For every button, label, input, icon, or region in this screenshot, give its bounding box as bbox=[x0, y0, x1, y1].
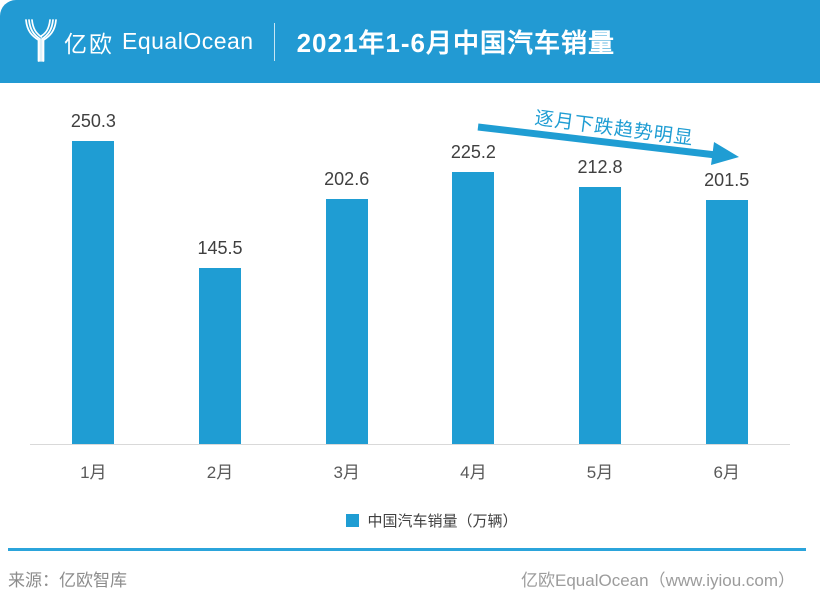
header-divider bbox=[273, 22, 275, 61]
x-tick-label: 4月 bbox=[460, 463, 487, 482]
equalocean-logo-icon bbox=[25, 18, 57, 62]
bar-value-label: 225.2 bbox=[450, 142, 496, 162]
bar bbox=[579, 187, 622, 444]
x-tick-label: 5月 bbox=[586, 463, 614, 482]
bar-chart: 250.3 145.5 202.6 225.2 212.8 201.5 逐月下跌趋势明显 … bbox=[30, 103, 790, 483]
bar bbox=[325, 199, 368, 444]
bar-value-label: 201.5 bbox=[704, 170, 750, 190]
bar-value-label: 212.8 bbox=[577, 157, 623, 177]
bar-column: 201.5 bbox=[663, 103, 790, 444]
bar-column: 145.5 bbox=[157, 103, 284, 444]
bar bbox=[452, 172, 495, 444]
page-title: 2021年1-6月中国汽车销量 bbox=[296, 28, 616, 58]
bar-column: 212.8 bbox=[537, 103, 664, 444]
bar-value-label: 250.3 bbox=[70, 111, 116, 131]
bar-column: 202.6 bbox=[283, 103, 410, 444]
x-tick-label: 3月 bbox=[333, 463, 360, 482]
bar bbox=[199, 268, 241, 444]
x-axis-labels: 1月 2月 3月 4月 5月 6月 bbox=[30, 445, 790, 483]
x-tick-label: 2月 bbox=[206, 463, 234, 482]
bar-value-label: 202.6 bbox=[324, 169, 370, 189]
x-tick-label: 1月 bbox=[80, 463, 107, 482]
bar-column: 225.2 bbox=[410, 103, 537, 444]
header-banner: 亿欧 EqualOcean 2021年1-6月中国汽车销量 bbox=[0, 0, 820, 83]
logo-text-cn: 亿欧 bbox=[64, 30, 114, 57]
credit-label: 亿欧EqualOcean（www.iyiou.com） bbox=[521, 571, 795, 590]
footer-divider-line bbox=[8, 548, 806, 551]
plot-area: 250.3 145.5 202.6 225.2 212.8 201.5 逐月下跌趋势明显 bbox=[30, 103, 790, 445]
source-label: 来源：亿欧智库 bbox=[8, 571, 127, 590]
legend-swatch-icon bbox=[346, 514, 360, 527]
bar-value-label: 145.5 bbox=[197, 238, 243, 258]
logo-text-en: EqualOcean bbox=[122, 28, 254, 54]
bar bbox=[72, 141, 115, 444]
chart-legend: 中国汽车销量（万辆） bbox=[22, 510, 820, 531]
bar-column: 250.3 bbox=[30, 103, 157, 444]
x-tick-label: 6月 bbox=[713, 463, 740, 482]
footer: 来源：亿欧智库 亿欧EqualOcean（www.iyiou.com） bbox=[8, 566, 795, 591]
bar bbox=[705, 200, 748, 444]
legend-label: 中国汽车销量（万辆） bbox=[367, 513, 518, 530]
